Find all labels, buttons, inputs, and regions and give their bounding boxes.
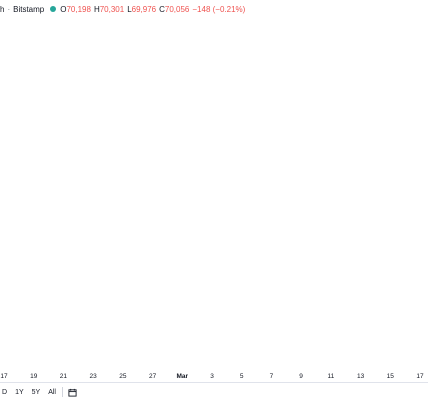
x-tick-label: 7 [270,373,274,380]
x-tick-label: 9 [299,373,303,380]
calendar-icon[interactable] [68,388,77,397]
x-tick-label: 17 [416,373,424,380]
range-button-5y[interactable]: 5Y [31,388,41,396]
range-toolbar: D 1Y 5Y All [0,382,428,401]
range-button-all[interactable]: All [48,388,56,396]
x-tick-label: 3 [210,373,214,380]
x-tick-label: 19 [30,373,38,380]
ohlc-open: O70,198 [60,4,91,14]
price-chart[interactable]: 17 19 21 23 25 27 Mar 3 5 7 9 11 13 15 17 [0,0,428,382]
range-button-d[interactable]: D [2,388,8,396]
symbol-label[interactable]: h [0,4,5,14]
price-change: −148 (−0.21%) [192,4,246,14]
x-tick-label: 23 [89,373,97,380]
exchange-label[interactable]: Bitstamp [13,4,45,14]
range-button-1y[interactable]: 1Y [15,388,24,396]
toolbar-divider [61,387,63,397]
ohlc-low: L69,976 [127,4,157,14]
x-tick-label: Mar [177,373,189,380]
x-tick-label: 13 [357,373,365,380]
x-tick-label: 21 [60,373,68,380]
x-tick-label: 17 [0,373,8,380]
header-separator: · [7,4,11,14]
x-tick-label: 11 [328,373,335,380]
x-tick-label: 15 [387,373,395,380]
market-status-icon [50,6,57,12]
x-tick-label: 25 [119,373,127,380]
x-tick-label: 27 [149,373,157,380]
chart-header: h · Bitstamp O70,198 H70,301 L69,976 C70… [0,0,428,18]
ohlc-close: C70,056 [159,4,190,14]
x-tick-label: 5 [240,373,244,380]
ohlc-high: H70,301 [93,4,125,14]
